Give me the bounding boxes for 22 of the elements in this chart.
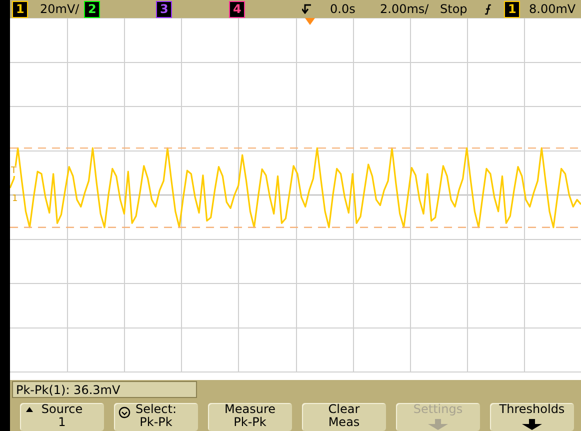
text: 3 <box>156 1 172 18</box>
annotation: T <box>11 166 16 176</box>
text: 1 <box>58 415 66 429</box>
text: 2.00ms/ <box>380 1 429 18</box>
text: Meas <box>328 415 360 429</box>
text: 2 <box>84 1 100 18</box>
text: 8.00mV <box>529 1 576 18</box>
text: Clear <box>328 402 360 416</box>
annotation: 1 <box>12 194 18 204</box>
text: Thresholds <box>499 402 565 416</box>
text: Select: <box>135 402 177 416</box>
text: 20mV/ <box>40 1 80 18</box>
text: 1 <box>12 1 28 18</box>
text: Stop <box>440 1 468 18</box>
text: Source <box>41 402 83 416</box>
text: 0.0s <box>330 1 356 18</box>
text: 1 <box>504 1 520 18</box>
text: Pk-Pk <box>234 415 266 429</box>
text: Pk-Pk <box>140 415 172 429</box>
text: Pk-Pk(1): 36.3mV <box>16 383 120 397</box>
text: 4 <box>229 1 246 18</box>
text: Measure <box>224 402 276 416</box>
